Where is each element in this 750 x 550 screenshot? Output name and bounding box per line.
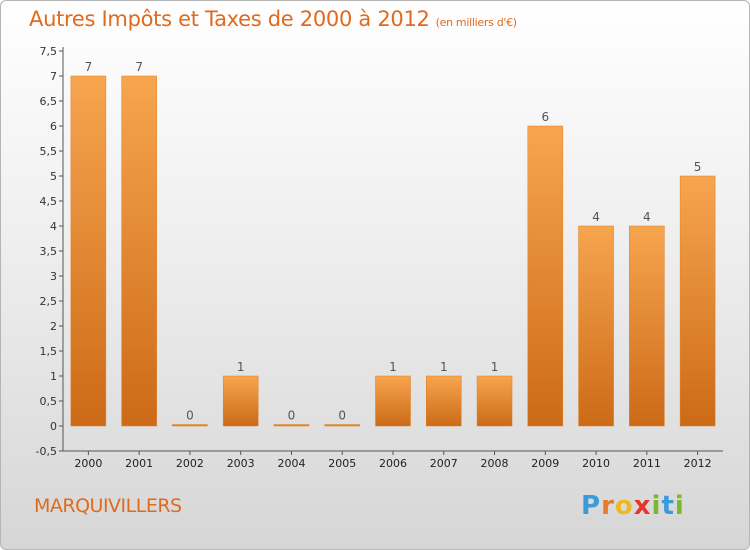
y-tick-label: 3,5 xyxy=(40,245,58,258)
x-tick-label: 2006 xyxy=(379,457,407,470)
x-tick-label: 2004 xyxy=(277,457,305,470)
bar-2002 xyxy=(172,424,208,427)
chart-title: Autres Impôts et Taxes de 2000 à 2012 (en… xyxy=(29,7,517,31)
x-tick-label: 2009 xyxy=(531,457,559,470)
chart-title-text: Autres Impôts et Taxes de 2000 à 2012 xyxy=(29,7,430,31)
bar-2012 xyxy=(679,175,716,427)
logo-letter: i xyxy=(674,491,685,521)
y-tick-label: 1 xyxy=(50,370,57,383)
logo-letter: P xyxy=(581,491,602,521)
x-tick-label: 2012 xyxy=(684,457,712,470)
commune-name: MARQUIVILLERS xyxy=(34,495,182,517)
bar-2008 xyxy=(476,375,513,427)
logo-letter: t xyxy=(661,491,675,521)
y-tick-label: 1,5 xyxy=(40,345,58,358)
bar-2011 xyxy=(629,225,665,427)
x-tick-label: 2005 xyxy=(328,457,356,470)
bar-2006 xyxy=(375,375,411,427)
y-tick-label: 6 xyxy=(50,120,57,133)
logo-letter: x xyxy=(633,491,652,521)
y-tick-label: -0,5 xyxy=(36,445,57,458)
data-label-2006: 1 xyxy=(389,360,397,374)
data-label-2004: 0 xyxy=(288,409,296,423)
chart-subtitle: (en milliers d'€) xyxy=(435,16,517,29)
proxiti-logo[interactable]: Proxiti xyxy=(581,491,685,521)
x-tick-label: 2000 xyxy=(74,457,102,470)
x-tick-label: 2010 xyxy=(582,457,610,470)
logo-letter: r xyxy=(601,491,615,521)
data-label-2011: 4 xyxy=(643,210,651,224)
bar-2010 xyxy=(578,225,614,427)
logo-letter: i xyxy=(651,491,662,521)
bar-2004 xyxy=(273,424,310,427)
data-label-2002: 0 xyxy=(186,409,194,423)
y-tick-label: 7 xyxy=(50,70,57,83)
data-label-2007: 1 xyxy=(440,360,448,374)
bar-2003 xyxy=(222,375,259,427)
data-label-2001: 7 xyxy=(135,60,143,74)
bar-2000 xyxy=(70,75,107,427)
y-tick-label: 2 xyxy=(50,320,57,333)
y-tick-label: 0,5 xyxy=(40,395,58,408)
y-tick-label: 4 xyxy=(50,220,57,233)
y-tick-label: 7,5 xyxy=(40,45,58,58)
x-tick-label: 2002 xyxy=(176,457,204,470)
bar-2009 xyxy=(527,125,564,427)
data-label-2000: 7 xyxy=(85,60,93,74)
y-tick-label: 4,5 xyxy=(40,195,58,208)
y-tick-label: 3 xyxy=(50,270,57,283)
bar-2005 xyxy=(324,424,360,427)
x-tick-label: 2001 xyxy=(125,457,153,470)
data-label-2009: 6 xyxy=(541,110,549,124)
x-tick-label: 2007 xyxy=(430,457,458,470)
logo-letter: o xyxy=(614,491,634,521)
data-label-2008: 1 xyxy=(491,360,499,374)
data-label-2010: 4 xyxy=(592,210,600,224)
x-tick-label: 2003 xyxy=(227,457,255,470)
bar-2007 xyxy=(426,375,462,427)
data-label-2005: 0 xyxy=(338,409,346,423)
y-tick-label: 2,5 xyxy=(40,295,58,308)
x-tick-label: 2008 xyxy=(481,457,509,470)
y-tick-label: 5,5 xyxy=(40,145,58,158)
y-tick-label: 6,5 xyxy=(40,95,58,108)
x-tick-label: 2011 xyxy=(633,457,661,470)
y-tick-label: 5 xyxy=(50,170,57,183)
data-label-2003: 1 xyxy=(237,360,245,374)
bar-2001 xyxy=(121,75,157,427)
y-tick-label: 0 xyxy=(50,420,57,433)
data-label-2012: 5 xyxy=(694,160,702,174)
